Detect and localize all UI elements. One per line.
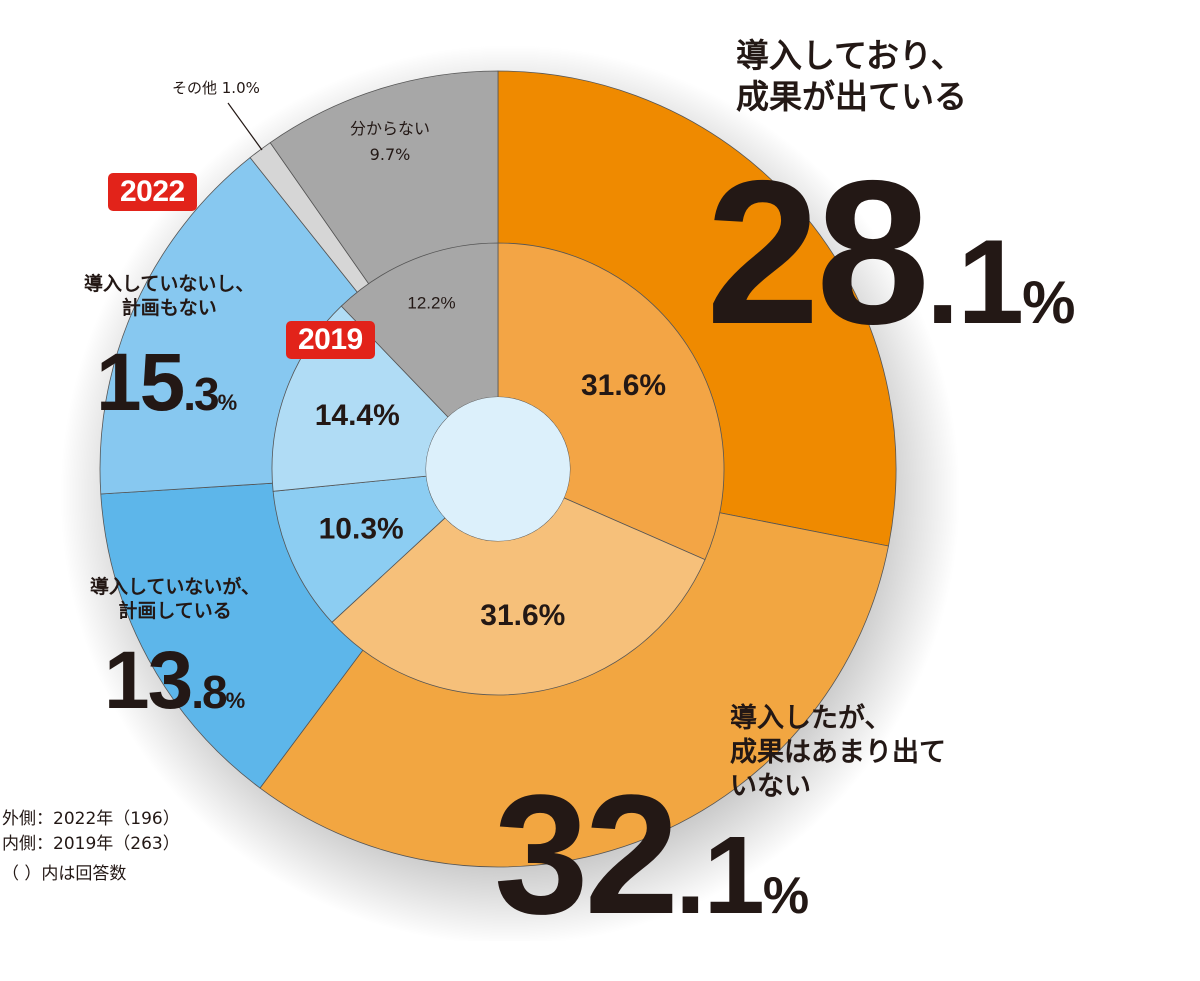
badge-2022: 2022 xyxy=(108,173,197,211)
outer-ring-2022 xyxy=(99,70,897,868)
success-value-pct: % xyxy=(1022,269,1076,336)
inner-ring-2019 xyxy=(271,242,725,696)
label-unknown: 分からない 9.7% xyxy=(350,119,431,164)
label-planning-text: 導入していないが、 計画している xyxy=(90,576,261,622)
planning-value-pct: % xyxy=(225,688,246,713)
no-result-value-int: 32 xyxy=(494,760,679,950)
inner-label-no_plan: 14.4% xyxy=(315,399,400,432)
inner-label-unknown: 12.2% xyxy=(407,293,455,312)
inner-label-planning: 10.3% xyxy=(319,512,404,545)
label-other: その他 1.0% xyxy=(172,79,260,97)
note-outer: 外側：2022年（196） xyxy=(2,809,180,829)
success-value-dec: .1 xyxy=(926,215,1024,349)
note-paren: （ ）内は回答数 xyxy=(2,864,127,884)
label-success-text: 導入しており、 成果が出ている xyxy=(736,36,967,117)
note-inner: 内側：2019年（263） xyxy=(2,834,180,854)
inner-label-success: 31.6% xyxy=(581,369,666,402)
chart-hole xyxy=(426,397,570,541)
no-plan-value-pct: % xyxy=(217,390,238,415)
label-no-plan-text: 導入していないし、 計画もない xyxy=(84,273,255,319)
no-result-value-pct: % xyxy=(762,867,810,925)
label-planning-value: 13.8% xyxy=(104,640,245,742)
inner-label-no_result: 31.6% xyxy=(480,599,565,632)
other-leader-line xyxy=(227,102,263,151)
inner-ring-labels: 31.6% 31.6% 10.3% 14.4% 12.2% xyxy=(315,293,666,631)
donut-chart: 31.6% 31.6% 10.3% 14.4% 12.2% xyxy=(60,45,960,941)
no-plan-value-int: 15 xyxy=(96,337,185,428)
label-no-result-value: 32.1% xyxy=(494,770,809,981)
planning-value-dec: .8 xyxy=(191,666,227,718)
label-no-plan-value: 15.3% xyxy=(96,342,237,444)
planning-value-int: 13 xyxy=(104,635,193,726)
label-success-value: 28.1% xyxy=(706,150,1075,405)
no-result-value-dec: .1 xyxy=(675,814,765,937)
label-no-result-text: 導入したが、 成果はあまり出て いない xyxy=(730,703,946,802)
no-plan-value-dec: .3 xyxy=(183,368,219,420)
success-value-int: 28 xyxy=(706,138,930,367)
badge-2019: 2019 xyxy=(286,321,375,359)
